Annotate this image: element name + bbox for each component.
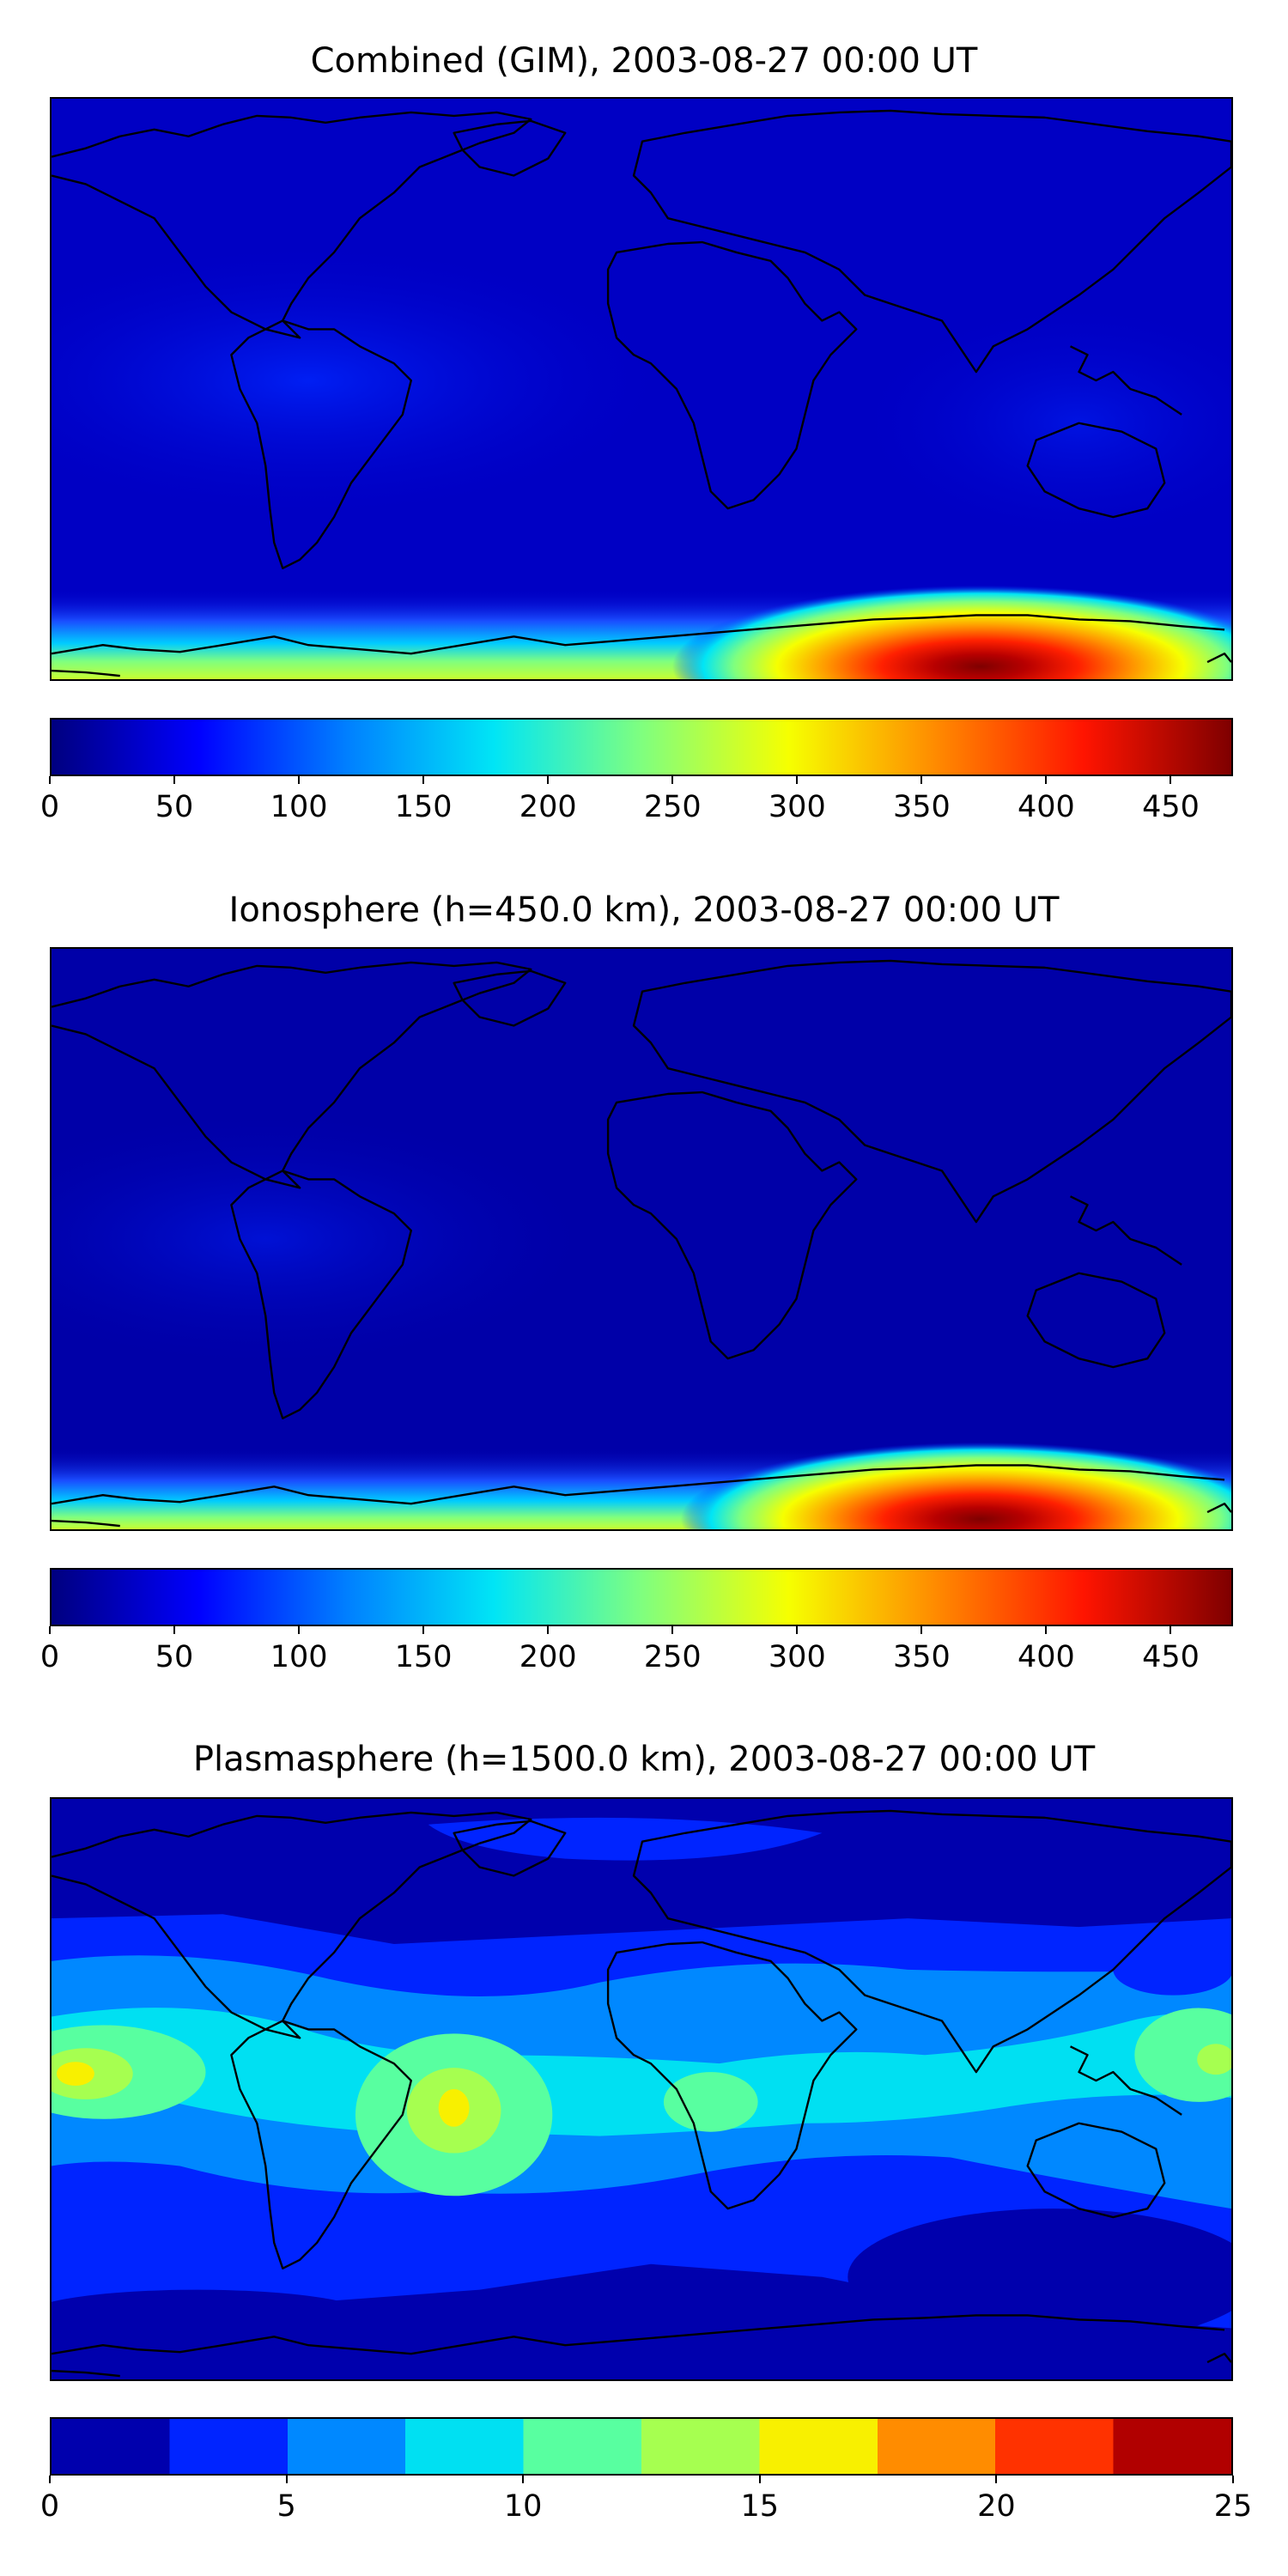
contour-level-0 — [52, 2289, 368, 2342]
colorbar-tick-mark — [422, 1626, 425, 1634]
contour-level-6 — [438, 2089, 470, 2127]
colorbar-tick-label: 400 — [1018, 790, 1075, 824]
colorbar-tick-label: 200 — [519, 1640, 577, 1674]
colorbar-tick-mark — [920, 1626, 923, 1634]
colorbar-tick-label: 5 — [276, 2489, 296, 2524]
colorbar-tick-mark — [49, 2476, 51, 2483]
colorbar-tick-mark — [298, 1626, 301, 1634]
colorbar-ticks: 0 50 100 150 200 250 300 350 400 450 — [40, 1626, 1233, 1678]
chart-title: Plasmasphere (h=1500.0 km), 2003-08-27 0… — [192, 1740, 1096, 1779]
colorbar-tick-label: 450 — [1142, 790, 1200, 824]
contour-level-1 — [428, 1817, 823, 1861]
heatmap-svg — [52, 99, 1231, 679]
colorbar-tick-mark — [49, 1626, 51, 1634]
colorbar-tick-label: 100 — [270, 1640, 328, 1674]
contour-level-3 — [52, 2008, 1231, 2136]
heatmap-plot — [50, 97, 1233, 681]
colorbar-tick-label: 0 — [39, 2489, 60, 2524]
heatmap-svg — [52, 1799, 1231, 2379]
coastlines — [52, 1809, 1231, 2378]
colorbar-tick-mark — [995, 2476, 998, 2483]
colorbar-tick-label: 300 — [768, 1640, 826, 1674]
colorbar-tick-mark — [422, 776, 425, 784]
colorbar-tick-mark — [758, 2476, 761, 2483]
colorbar-tick-mark — [49, 776, 51, 784]
colorbar-tick-label: 15 — [740, 2489, 780, 2524]
colorbar-tick-label: 150 — [394, 790, 453, 824]
colorbar-tick-mark — [671, 776, 674, 784]
colorbar — [50, 2417, 1233, 2476]
chart-title: Combined (GIM), 2003-08-27 00:00 UT — [310, 41, 978, 81]
colorbar-fill — [52, 720, 1231, 775]
coastlines — [52, 959, 1231, 1528]
colorbar-tick-label: 50 — [155, 790, 194, 824]
colorbar-tick-mark — [547, 776, 550, 784]
colorbar-tick-mark — [1232, 2476, 1234, 2483]
colorbar-tick-mark — [796, 1626, 799, 1634]
colorbar-tick-label: 0 — [39, 1640, 60, 1674]
colorbar-tick-label: 10 — [503, 2489, 543, 2524]
colorbar-tick-label: 0 — [39, 790, 60, 824]
colorbar-tick-mark — [671, 1626, 674, 1634]
colorbar-tick-mark — [1045, 776, 1048, 784]
contour-level-1 — [1113, 1944, 1231, 1996]
colorbar-tick-label: 350 — [892, 1640, 951, 1674]
colorbar — [50, 1568, 1233, 1626]
south-polar-maximum — [680, 1442, 1231, 1529]
colorbar-tick-mark — [522, 2476, 525, 2483]
colorbar-tick-label: 150 — [394, 1640, 453, 1674]
contour-level-4 — [1134, 2008, 1231, 2102]
colorbar-tick-mark — [920, 776, 923, 784]
colorbar-tick-label: 350 — [892, 790, 951, 824]
colorbar-tick-mark — [547, 1626, 550, 1634]
colorbar-tick-mark — [173, 776, 176, 784]
colorbar-tick-mark — [173, 1626, 176, 1634]
colorbar-tick-mark — [796, 776, 799, 784]
colorbar-ticks: 0 5 10 15 20 25 — [40, 2476, 1252, 2527]
colorbar-tick-label: 20 — [977, 2489, 1016, 2524]
colorbar-tick-mark — [1170, 1626, 1172, 1634]
colorbar-tick-label: 250 — [643, 790, 702, 824]
heatmap-plot — [50, 1797, 1233, 2381]
colorbar-tick-mark — [1170, 776, 1172, 784]
contour-level-0 — [848, 2208, 1231, 2346]
equatorial-glow — [52, 1110, 592, 1368]
colorbar-tick-mark — [298, 776, 301, 784]
colorbar-tick-label: 50 — [155, 1640, 194, 1674]
coastlines — [52, 109, 1231, 677]
chart-title: Ionosphere (h=450.0 km), 2003-08-27 00:0… — [228, 890, 1060, 930]
heatmap-svg — [52, 949, 1231, 1529]
heatmap-plot — [50, 947, 1233, 1531]
south-polar-maximum — [672, 585, 1231, 679]
colorbar-tick-label: 250 — [643, 1640, 702, 1674]
contour-level-6 — [56, 2062, 94, 2087]
colorbar-tick-label: 300 — [768, 790, 826, 824]
colorbar-fill — [52, 2419, 1231, 2474]
colorbar — [50, 718, 1233, 776]
colorbar-ticks: 0 50 100 150 200 250 300 350 400 450 — [40, 776, 1233, 828]
contour-level-5 — [1197, 2044, 1231, 2075]
equatorial-glow — [856, 303, 1231, 543]
colorbar-tick-mark — [1045, 1626, 1048, 1634]
colorbar-tick-label: 100 — [270, 790, 328, 824]
colorbar-tick-label: 200 — [519, 790, 577, 824]
colorbar-tick-label: 400 — [1018, 1640, 1075, 1674]
equatorial-glow — [52, 244, 668, 518]
colorbar-tick-label: 450 — [1142, 1640, 1200, 1674]
colorbar-fill — [52, 1570, 1231, 1625]
contour-level-4 — [663, 2072, 758, 2132]
colorbar-tick-label: 25 — [1213, 2489, 1253, 2524]
colorbar-tick-mark — [285, 2476, 288, 2483]
